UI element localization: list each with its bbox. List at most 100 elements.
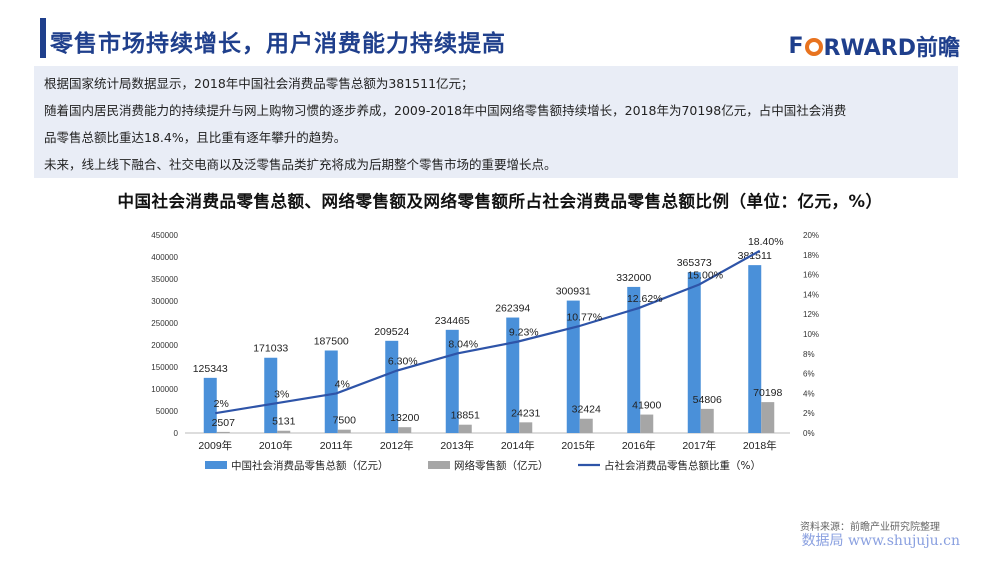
- online-retail-bar: [216, 431, 230, 433]
- title-accent-bar: [40, 18, 46, 58]
- share-line: [215, 249, 761, 415]
- retail-total-bar: [385, 340, 399, 433]
- retail-total-label: 125343: [193, 363, 228, 375]
- watermark-text: 数据局 www.shujuju.cn: [801, 533, 960, 549]
- share-point-label: 3%: [274, 388, 289, 400]
- online-retail-label: 7500: [333, 415, 357, 427]
- legend-label-online: 网络零售额（亿元）: [454, 459, 549, 472]
- share-point-label: 15.00%: [687, 270, 723, 282]
- legend-swatch-online: [428, 461, 450, 469]
- left-axis-tick-label: 350000: [151, 275, 178, 284]
- online-retail-label: 2507: [212, 417, 236, 429]
- retail-total-label: 365373: [677, 257, 712, 269]
- online-retail-bar: [458, 424, 472, 433]
- right-axis-tick-label: 4%: [803, 389, 815, 398]
- right-axis-tick-label: 18%: [803, 251, 819, 260]
- right-axis-tick-label: 8%: [803, 350, 815, 359]
- retail-total-label: 262394: [495, 303, 530, 315]
- left-axis-tick-label: 0: [174, 429, 179, 438]
- share-point-label: 2%: [214, 398, 229, 410]
- left-axis-tick-label: 200000: [151, 341, 178, 350]
- retail-total-label: 171033: [253, 343, 288, 355]
- online-retail-label: 54806: [693, 394, 722, 406]
- x-axis-tick-label: 2013年: [440, 439, 474, 452]
- x-axis-tick-label: 2018年: [743, 439, 777, 452]
- share-point-label: 6.30%: [388, 356, 418, 368]
- left-axis-tick-label: 150000: [151, 363, 178, 372]
- x-axis-tick-label: 2011年: [320, 439, 353, 452]
- x-axis-tick-label: 2012年: [380, 439, 414, 452]
- legend-swatch-retail-total: [205, 461, 227, 469]
- retail-total-label: 332000: [616, 272, 651, 284]
- left-axis-tick-label: 450000: [151, 231, 178, 240]
- brand-logo: F RWARD前瞻: [789, 30, 960, 62]
- right-axis-tick-label: 10%: [803, 330, 819, 339]
- brand-rest: RWARD前瞻: [823, 36, 960, 61]
- x-axis-tick-label: 2014年: [501, 439, 535, 452]
- retail-total-bar: [687, 272, 701, 433]
- online-retail-label: 18851: [451, 410, 480, 422]
- online-retail-bar: [640, 414, 654, 433]
- retail-total-label: 187500: [314, 336, 349, 348]
- right-axis-tick-label: 14%: [803, 290, 819, 299]
- retail-total-label: 234465: [435, 315, 470, 327]
- online-retail-bar: [519, 422, 533, 433]
- x-axis-tick-label: 2017年: [682, 439, 716, 452]
- retail-total-bar: [566, 300, 580, 433]
- online-retail-label: 13200: [390, 412, 419, 424]
- x-axis-tick-label: 2010年: [259, 439, 293, 452]
- left-axis-tick-label: 50000: [156, 407, 179, 416]
- retail-total-bar: [506, 317, 520, 433]
- online-retail-bar: [761, 402, 775, 433]
- online-retail-label: 70198: [753, 387, 782, 399]
- legend-label-retail-total: 中国社会消费品零售总额（亿元）: [231, 459, 389, 472]
- share-point-label: 9.23%: [509, 327, 539, 339]
- share-point-label: 10.77%: [566, 311, 602, 323]
- retail-total-bar: [748, 265, 762, 433]
- right-axis-tick-label: 16%: [803, 271, 819, 280]
- right-axis-tick-label: 12%: [803, 310, 819, 319]
- intro-line-4: 未来，线上线下融合、社交电商以及泛零售品类扩充将成为后期整个零售市场的重要增长点…: [44, 157, 557, 172]
- chart-title: 中国社会消费品零售总额、网络零售额及网络零售额所占社会消费品零售总额比例（单位：…: [117, 192, 883, 211]
- right-axis-tick-label: 6%: [803, 370, 815, 379]
- online-retail-bar: [337, 429, 351, 433]
- share-point-label: 12.62%: [627, 293, 663, 305]
- left-axis-tick-label: 250000: [151, 319, 178, 328]
- left-axis-tick-label: 100000: [151, 385, 178, 394]
- brand-o-icon: [804, 38, 823, 56]
- online-retail-label: 5131: [272, 416, 296, 428]
- retail-total-bar: [264, 357, 278, 433]
- share-point-label: 8.04%: [448, 338, 478, 350]
- online-retail-bar: [398, 427, 412, 433]
- x-axis-tick-label: 2015年: [561, 439, 595, 452]
- brand-prefix: F: [788, 33, 804, 59]
- page-title: 零售市场持续增长，用户消费能力持续提高: [50, 31, 506, 57]
- share-point-label: 18.40%: [748, 236, 784, 248]
- online-retail-bar: [700, 408, 714, 433]
- retail-total-bar: [203, 377, 217, 433]
- intro-line-2: 随着国内居民消费能力的持续提升与网上购物习惯的逐步养成，2009-2018年中国…: [44, 103, 847, 118]
- share-point-label: 4%: [335, 378, 350, 390]
- legend-label-share: 占社会消费品零售总额比重（%）: [604, 459, 761, 472]
- online-retail-label: 32424: [572, 404, 601, 416]
- source-note: 资料来源：前瞻产业研究院整理: [800, 522, 940, 533]
- intro-text-box: 根据国家统计局数据显示，2018年中国社会消费品零售总额为381511亿元； 随…: [34, 66, 958, 178]
- intro-line-1: 根据国家统计局数据显示，2018年中国社会消费品零售总额为381511亿元；: [44, 76, 474, 91]
- retail-total-bar: [627, 286, 641, 433]
- combo-chart: 0 50000 100000 150000 200000 250000 300000 3500…: [151, 231, 819, 472]
- left-axis-tick-label: 400000: [151, 253, 178, 262]
- x-axis-tick-label: 2009年: [198, 439, 232, 452]
- intro-line-3: 品零售总额比重达18.4%，且比重有逐年攀升的趋势。: [44, 130, 347, 145]
- retail-total-bar: [324, 350, 338, 433]
- retail-total-label: 300931: [556, 286, 591, 298]
- right-axis-tick-label: 20%: [803, 231, 819, 240]
- left-axis-tick-label: 300000: [151, 297, 178, 306]
- online-retail-label: 41900: [632, 400, 661, 412]
- online-retail-bar: [579, 418, 593, 433]
- online-retail-label: 24231: [511, 407, 540, 419]
- online-retail-bar: [277, 430, 291, 433]
- right-axis-tick-label: 0%: [803, 429, 815, 438]
- right-axis-tick-label: 2%: [803, 409, 815, 418]
- retail-total-label: 209524: [374, 326, 409, 338]
- x-axis-tick-label: 2016年: [622, 439, 656, 452]
